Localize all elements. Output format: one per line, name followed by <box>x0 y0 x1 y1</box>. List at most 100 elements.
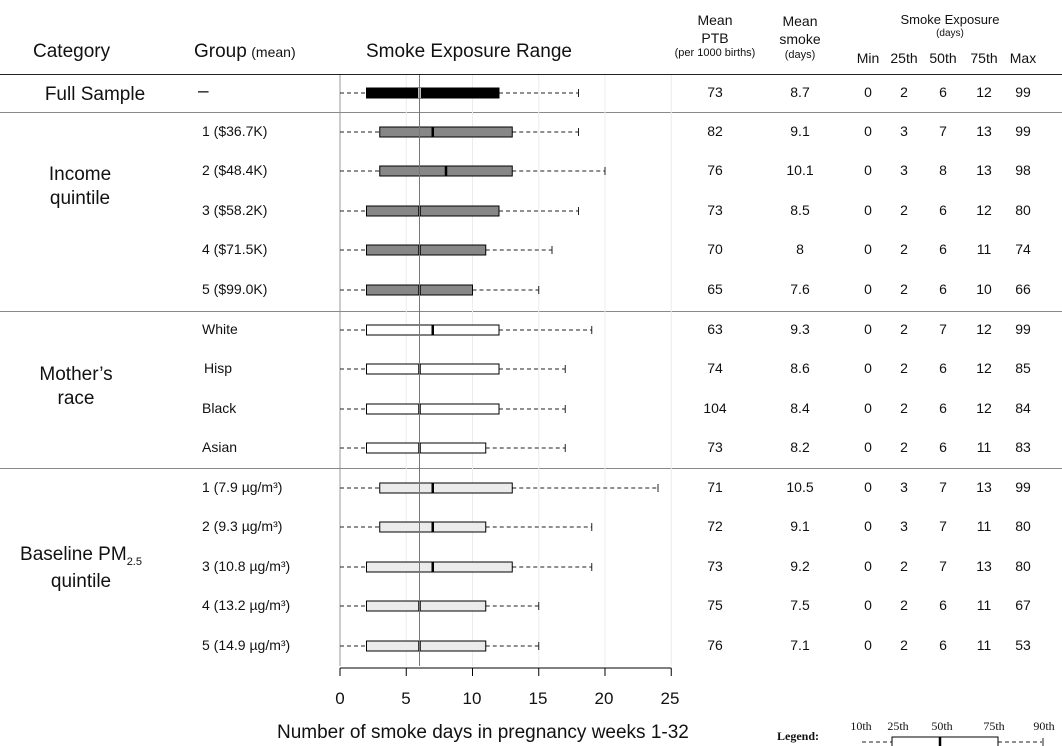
cell-max: 53 <box>1015 637 1031 653</box>
cell-min: 0 <box>864 360 872 376</box>
cell-p25: 2 <box>900 241 908 257</box>
cell-ptb: 71 <box>707 479 723 495</box>
cell-p75: 12 <box>976 321 992 337</box>
group-label: 5 ($99.0K) <box>202 281 268 297</box>
category-income: Income quintile <box>20 163 140 211</box>
cell-ptb: 65 <box>707 281 723 297</box>
cell-min: 0 <box>864 400 872 416</box>
cell-p75: 12 <box>976 202 992 218</box>
category-full-sample-label: Full Sample <box>44 84 146 105</box>
x-tick-label: 20 <box>594 689 614 708</box>
legend-label-25th: 25th <box>887 719 909 733</box>
category-pm-line2: quintile <box>50 570 112 592</box>
box-iqr <box>379 482 513 494</box>
header-exposure-2: (days) <box>936 28 964 39</box>
header-mean-smoke-3: (days) <box>784 49 816 61</box>
cell-max: 80 <box>1015 558 1031 574</box>
box-iqr <box>366 640 487 652</box>
group-label: Asian <box>202 439 238 455</box>
cell-p50: 7 <box>939 123 947 139</box>
cell-smoke: 8.4 <box>790 400 810 416</box>
header-p75: 75th <box>970 50 998 66</box>
category-pm-line1: Baseline PM <box>20 544 127 565</box>
x-tick-label: 10 <box>462 689 482 708</box>
cell-smoke: 9.1 <box>790 123 810 139</box>
cell-min: 0 <box>864 84 872 100</box>
cell-p50: 6 <box>939 400 947 416</box>
cell-max: 80 <box>1015 202 1031 218</box>
rule-race <box>0 311 1062 312</box>
cell-ptb: 72 <box>707 518 723 534</box>
cell-max: 74 <box>1015 241 1031 257</box>
group-label: 3 (10.8 µg/m³) <box>202 558 291 574</box>
cell-smoke: 7.5 <box>790 597 810 613</box>
cell-ptb: 82 <box>707 123 723 139</box>
cell-smoke: 8.7 <box>790 84 810 100</box>
box-iqr <box>366 205 500 217</box>
cell-p25: 2 <box>900 281 908 297</box>
legend-label-90th: 90th <box>1033 719 1055 733</box>
cell-p75: 12 <box>976 360 992 376</box>
category-race: Mother’s race <box>16 363 136 411</box>
cell-p50: 7 <box>939 518 947 534</box>
header-max: Max <box>1009 50 1037 66</box>
group-label: 1 (7.9 µg/m³) <box>202 479 283 495</box>
cell-p75: 11 <box>976 518 992 534</box>
cell-max: 66 <box>1015 281 1031 297</box>
group-label: – <box>198 81 209 102</box>
cell-ptb: 73 <box>707 202 723 218</box>
cell-smoke: 8.2 <box>790 439 810 455</box>
cell-max: 99 <box>1015 123 1031 139</box>
x-axis-title: Number of smoke days in pregnancy weeks … <box>277 722 689 743</box>
cell-p75: 11 <box>976 439 992 455</box>
cell-max: 67 <box>1015 597 1031 613</box>
group-label: 1 ($36.7K) <box>202 123 268 139</box>
cell-max: 83 <box>1015 439 1031 455</box>
cell-p25: 2 <box>900 400 908 416</box>
x-tick-label: 15 <box>528 689 548 708</box>
cell-max: 99 <box>1015 479 1031 495</box>
legend-label-10th: 10th <box>850 719 872 733</box>
cell-p75: 13 <box>976 558 992 574</box>
cell-min: 0 <box>864 479 872 495</box>
cell-min: 0 <box>864 439 872 455</box>
box-iqr <box>366 403 500 415</box>
category-race-line1: Mother’s <box>39 364 113 385</box>
header-mean-ptb-2: PTB <box>701 30 729 46</box>
box-iqr <box>366 561 513 573</box>
cell-p50: 6 <box>939 84 947 100</box>
cell-ptb: 73 <box>707 84 723 100</box>
cell-ptb: 76 <box>707 162 723 178</box>
category-pm: Baseline PM2.5 quintile <box>6 543 156 593</box>
x-tick-label: 25 <box>660 689 680 708</box>
cell-p75: 10 <box>976 281 992 297</box>
cell-p50: 6 <box>939 241 947 257</box>
cell-min: 0 <box>864 518 872 534</box>
header-range: Smoke Exposure Range <box>366 41 572 62</box>
cell-min: 0 <box>864 637 872 653</box>
cell-smoke: 8.5 <box>790 202 810 218</box>
cell-smoke: 7.1 <box>790 637 810 653</box>
group-label: Black <box>202 400 237 416</box>
cell-smoke: 10.1 <box>786 162 814 178</box>
x-tick-label: 0 <box>335 689 345 708</box>
category-race-line2: race <box>57 387 95 409</box>
header-mean-ptb-1: Mean <box>697 12 733 28</box>
group-label: 5 (14.9 µg/m³) <box>202 637 291 653</box>
cell-p75: 13 <box>976 162 992 178</box>
header-category: Category <box>33 41 111 62</box>
header-group-suffix: (mean) <box>251 44 296 60</box>
cell-max: 80 <box>1015 518 1031 534</box>
cell-p25: 2 <box>900 439 908 455</box>
group-label: 4 ($71.5K) <box>202 241 268 257</box>
box-iqr <box>366 442 487 454</box>
cell-min: 0 <box>864 321 872 337</box>
cell-max: 98 <box>1015 162 1031 178</box>
cell-smoke: 9.1 <box>790 518 810 534</box>
cell-p50: 7 <box>939 479 947 495</box>
cell-p25: 3 <box>900 518 908 534</box>
cell-p25: 2 <box>900 637 908 653</box>
cell-p25: 2 <box>900 84 908 100</box>
cell-ptb: 76 <box>707 637 723 653</box>
cell-min: 0 <box>864 162 872 178</box>
